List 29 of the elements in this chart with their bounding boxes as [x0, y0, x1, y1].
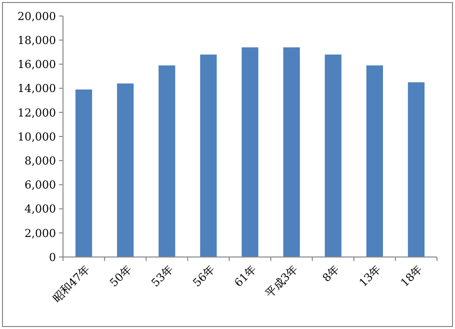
y-tick-label: 10,000 [18, 130, 56, 144]
y-tick-label: 12,000 [18, 106, 56, 120]
bar [324, 54, 342, 257]
bar [117, 83, 134, 257]
y-tick-label: 14,000 [18, 82, 56, 96]
x-tick-label: 56年 [190, 262, 218, 290]
y-tick-label: 16,000 [18, 58, 56, 72]
x-tick-label: 平成3年 [262, 262, 300, 300]
bar [200, 54, 217, 257]
y-tick-label: 0 [49, 250, 56, 264]
y-tick-label: 20,000 [18, 10, 56, 23]
y-tick-label: 18,000 [18, 34, 56, 47]
y-tick-label: 8,000 [24, 154, 56, 168]
x-tick-label: 8年 [320, 262, 342, 285]
bar [242, 47, 258, 257]
y-tick-label: 4,000 [24, 202, 56, 216]
y-tick-label: 6,000 [24, 178, 56, 192]
x-tick-label: 50年 [107, 262, 134, 290]
x-tick-label: 13年 [356, 262, 384, 290]
x-tick-label: 昭和47年 [50, 262, 93, 306]
y-tick-label: 2,000 [24, 226, 56, 240]
bar [366, 65, 383, 257]
bar [75, 90, 92, 257]
x-tick-label: 61年 [232, 262, 259, 290]
bar [408, 82, 425, 257]
bar [283, 47, 300, 257]
x-tick-label: 53年 [148, 262, 176, 290]
x-tick-label: 18年 [398, 262, 426, 290]
bar [158, 65, 176, 257]
